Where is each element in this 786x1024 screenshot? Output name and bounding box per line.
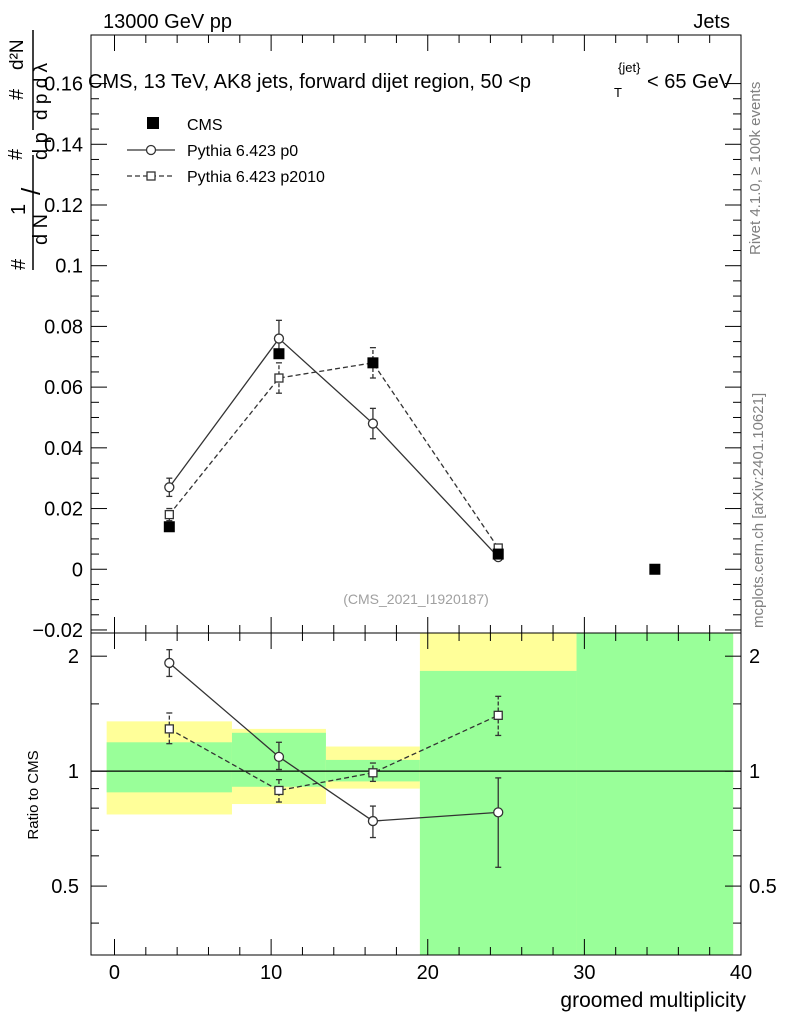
data-point-cms (492, 548, 504, 560)
ratio-ytick-label-right: 2 (749, 646, 760, 668)
ylabel-hash2: # (5, 148, 27, 160)
ratio-xtick-label: 30 (573, 962, 595, 984)
data-point-p0 (273, 333, 285, 344)
legend-p2010-marker (146, 171, 156, 181)
legend-cms-label: CMS (187, 117, 223, 134)
rivet-label: Rivet 4.1.0, ≥ 100k events (747, 82, 764, 255)
ratio-xtick-label: 0 (109, 962, 120, 984)
ratio-ytick-label-right: 1 (749, 761, 760, 783)
ratio-xtick-label: 20 (417, 962, 439, 984)
ratio-series-line (168, 662, 499, 822)
ratio-ytick-label: 0.5 (51, 876, 79, 898)
ratio-series (164, 649, 504, 868)
legend: CMS Pythia 6.423 p0 Pythia 6.423 p2010 (127, 117, 325, 186)
data-point-p2010 (164, 724, 174, 734)
band-green (576, 633, 734, 955)
title-prefix: CMS, 13 TeV, AK8 jets, forward dijet reg… (88, 71, 531, 93)
title-suffix: < 65 GeV (647, 71, 733, 93)
header-left: 13000 GeV pp (103, 11, 232, 33)
plot-title: CMS, 13 TeV, AK8 jets, forward dijet reg… (88, 60, 733, 100)
data-point-p2010 (274, 785, 284, 796)
main-ytick-label: 0.04 (44, 438, 83, 460)
data-point-p0 (273, 751, 285, 762)
main-ytick-label: −0.02 (32, 620, 83, 642)
data-point-cms (367, 357, 379, 369)
data-point-p0 (164, 657, 175, 669)
analysis-id: (CMS_2021_I1920187) (343, 591, 489, 607)
data-point-cms (163, 521, 175, 533)
ratio-panel: 0.5 0.51 12 20 10 20 30 40 (51, 632, 777, 984)
data-point-cms (273, 348, 285, 360)
main-series-line (168, 362, 499, 549)
ylabel-one: 1 (8, 204, 30, 215)
ratio-ylabel: Ratio to CMS (25, 750, 42, 839)
main-ytick-label: 0.06 (44, 377, 83, 399)
ratio-ticks: 0.5 0.51 12 20 10 20 30 40 (51, 633, 777, 984)
main-series (163, 319, 661, 575)
data-point-p0 (164, 482, 175, 493)
ratio-xlabel: groomed multiplicity (560, 989, 746, 1012)
ylabel-dpT: d p (30, 132, 52, 160)
main-ytick-label: 0 (72, 559, 83, 581)
ylabel-hash1: # (8, 258, 30, 270)
data-point-p2010 (274, 373, 284, 383)
mcplots-label: mcplots.cern.ch [arXiv:2401.10621] (750, 393, 767, 628)
ylabel-dpTdl: d p d λ (31, 62, 52, 120)
legend-p0-marker (145, 144, 157, 156)
main-ytick-label: 0.1 (55, 256, 83, 278)
data-point-cms (649, 563, 661, 575)
ratio-xtick-label: 40 (730, 962, 752, 984)
legend-p2010-label: Pythia 6.423 p2010 (187, 169, 325, 186)
title-sup: {jet} (618, 60, 641, 75)
main-ylabel: # 1 d N / # d p # d²N d p d λ (5, 30, 52, 270)
ratio-ytick-label-right: 0.5 (749, 876, 777, 898)
title-sub: T (614, 85, 622, 100)
band-green (106, 742, 232, 793)
ratio-frame (90, 632, 742, 956)
ylabel-d2N: d²N (7, 39, 28, 70)
data-point-p2010 (493, 710, 503, 720)
data-point-p0 (367, 815, 379, 827)
ylabel-slash: / (16, 187, 46, 195)
main-ytick-label: 0.16 (44, 74, 83, 96)
data-point-p2010 (368, 768, 378, 778)
ratio-ytick-label: 2 (68, 646, 79, 668)
main-series-line (168, 337, 499, 558)
header-right: Jets (693, 11, 730, 33)
main-panel: −0.02 0 0.02 0.04 0.06 0.08 0.1 0.12 0.14 0.16 (32, 34, 742, 642)
ratio-bands (106, 633, 734, 955)
main-ytick-label: 0.14 (44, 134, 83, 156)
ylabel-dN: d N (30, 214, 52, 245)
legend-cms-marker (147, 117, 159, 129)
ylabel-hash3: # (6, 88, 28, 100)
main-ytick-label: 0.08 (44, 316, 83, 338)
data-point-p0 (493, 807, 504, 818)
legend-p0-label: Pythia 6.423 p0 (187, 143, 298, 160)
ratio-series-line (168, 714, 499, 792)
main-ytick-label: 0.02 (44, 499, 83, 521)
data-point-p2010 (164, 509, 174, 520)
ratio-xtick-label: 10 (260, 962, 282, 984)
main-ticks: −0.02 0 0.02 0.04 0.06 0.08 0.1 0.12 0.14 0.16 (32, 35, 742, 642)
data-point-p0 (367, 418, 379, 429)
main-ytick-label: 0.12 (44, 195, 83, 217)
ratio-ytick-label: 1 (68, 761, 79, 783)
